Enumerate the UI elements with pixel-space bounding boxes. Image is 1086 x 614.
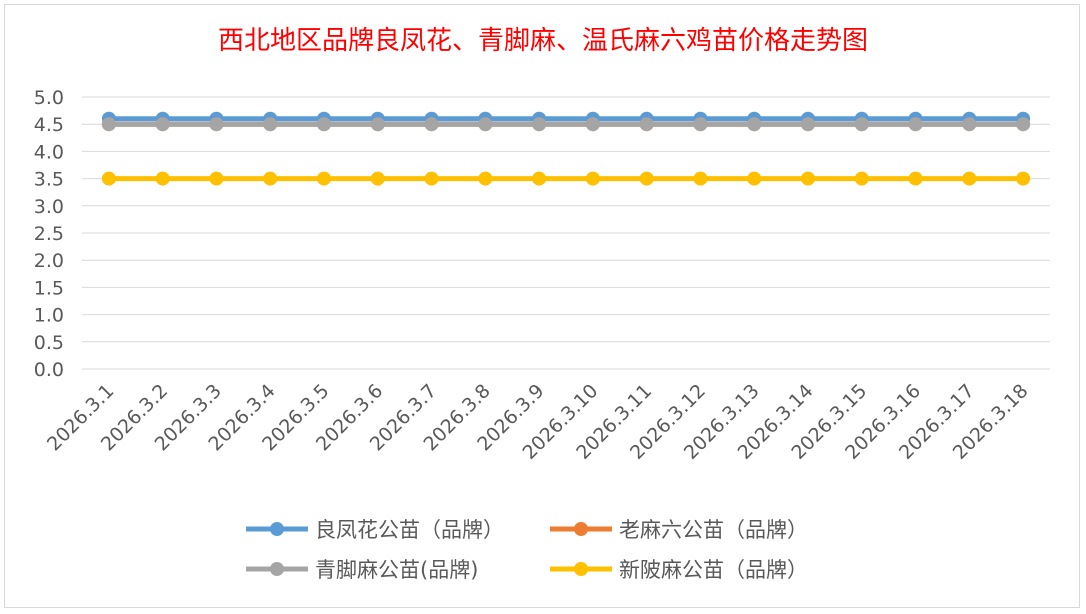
data-point [263, 172, 277, 186]
y-tick-label: 3.0 [34, 196, 64, 218]
data-point [962, 172, 976, 186]
data-point [156, 172, 170, 186]
y-tick-label: 2.5 [34, 223, 64, 245]
data-point [962, 117, 976, 131]
data-point [371, 117, 385, 131]
data-point [747, 117, 761, 131]
data-point [801, 172, 815, 186]
data-point [640, 117, 654, 131]
chart-title: 西北地区品牌良凤花、青脚麻、温氏麻六鸡苗价格走势图 [218, 26, 868, 56]
data-point [855, 117, 869, 131]
y-tick-label: 3.5 [34, 169, 64, 191]
data-point [640, 172, 654, 186]
data-point [371, 172, 385, 186]
legend-label: 新陂麻公苗（品牌） [619, 558, 808, 582]
series-lines [102, 112, 1030, 186]
legend-marker [270, 522, 284, 536]
data-point [156, 117, 170, 131]
y-tick-label: 1.0 [34, 305, 64, 327]
y-tick-label: 1.5 [34, 277, 64, 299]
legend-label: 良凤花公苗（品牌） [315, 518, 504, 542]
y-tick-label: 0.5 [34, 332, 64, 354]
y-tick-label: 4.5 [34, 114, 64, 136]
data-point [102, 172, 116, 186]
data-point [909, 172, 923, 186]
legend-label: 老麻六公苗（品牌） [619, 518, 808, 542]
data-point [478, 117, 492, 131]
legend-item: 新陂麻公苗（品牌） [550, 558, 808, 582]
data-point [693, 172, 707, 186]
data-point [425, 117, 439, 131]
legend-item: 老麻六公苗（品牌） [550, 518, 808, 542]
data-point [693, 117, 707, 131]
data-point [1016, 117, 1030, 131]
data-point [747, 172, 761, 186]
data-point [801, 117, 815, 131]
series-3 [102, 172, 1030, 186]
legend-label: 青脚麻公苗(品牌) [315, 558, 478, 582]
y-tick-label: 0.0 [34, 359, 64, 381]
data-point [102, 117, 116, 131]
legend-marker [574, 562, 588, 576]
legend: 良凤花公苗（品牌） 老麻六公苗（品牌） 青脚麻公苗(品牌) 新陂麻公苗（品牌） [246, 518, 808, 582]
legend-marker [270, 562, 284, 576]
data-point [855, 172, 869, 186]
y-tick-label: 4.0 [34, 141, 64, 163]
data-point [317, 172, 331, 186]
data-point [532, 117, 546, 131]
data-point [532, 172, 546, 186]
data-point [909, 117, 923, 131]
data-point [586, 172, 600, 186]
data-point [1016, 172, 1030, 186]
gridlines [82, 97, 1050, 369]
y-tick-label: 5.0 [34, 87, 64, 109]
data-point [263, 117, 277, 131]
legend-item: 青脚麻公苗(品牌) [246, 558, 478, 582]
legend-item: 良凤花公苗（品牌） [246, 518, 504, 542]
data-point [478, 172, 492, 186]
data-point [209, 172, 223, 186]
data-point [425, 172, 439, 186]
data-point [586, 117, 600, 131]
data-point [209, 117, 223, 131]
y-axis-ticks: 0.0 0.5 1.0 1.5 2.0 2.5 3.0 3.5 4.0 4.5 5.0 [34, 87, 64, 381]
x-axis-ticks: 2026.3.12026.3.22026.3.32026.3.42026.3.5… [43, 380, 1033, 464]
y-tick-label: 2.0 [34, 250, 64, 272]
data-point [317, 117, 331, 131]
legend-marker [574, 522, 588, 536]
